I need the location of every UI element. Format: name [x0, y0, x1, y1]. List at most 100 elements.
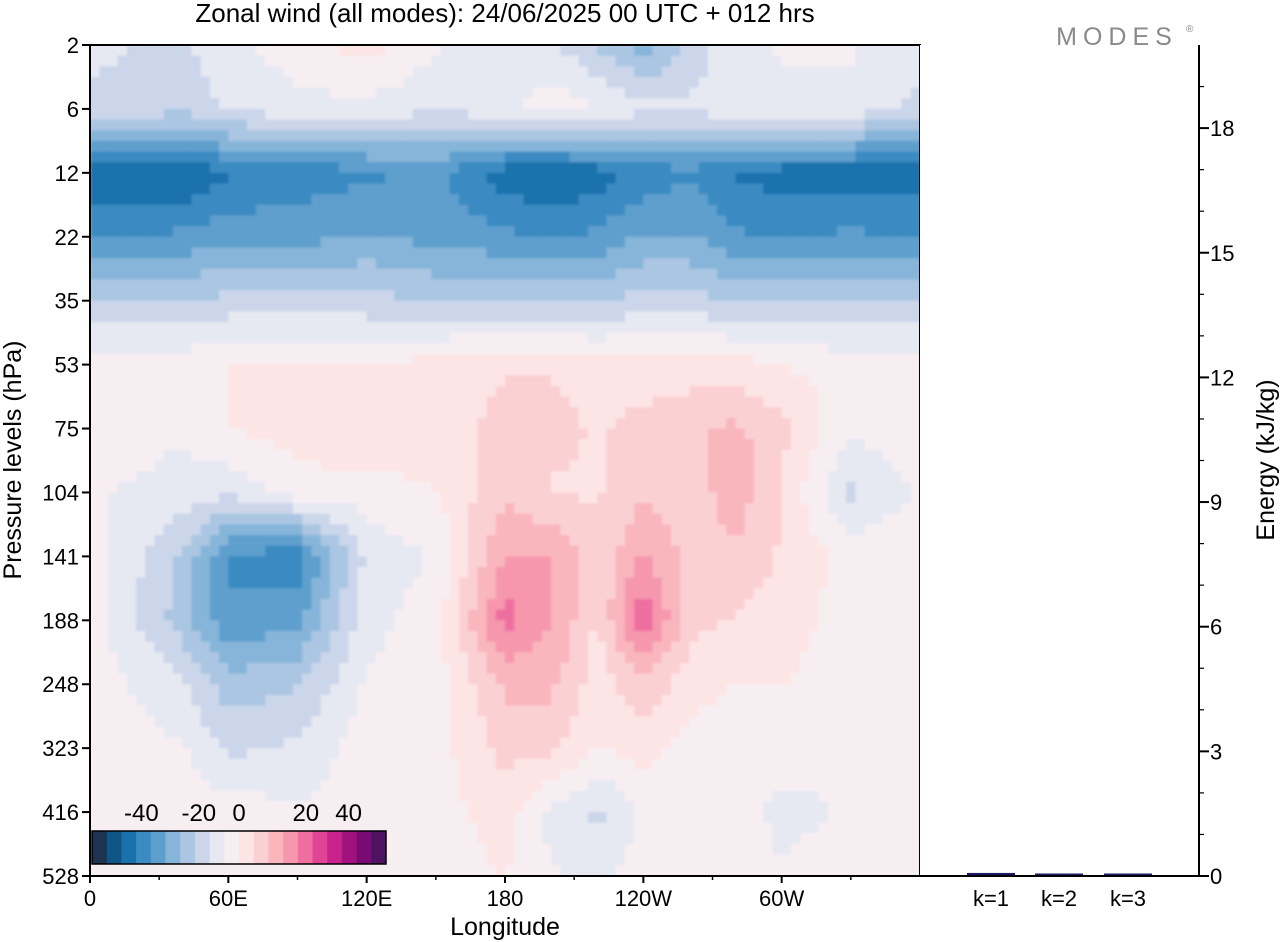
heatmap-cell — [173, 449, 184, 462]
heatmap-cell — [910, 258, 920, 270]
heatmap-cell — [837, 290, 848, 302]
heatmap-cell — [781, 449, 792, 462]
heatmap-cell — [726, 226, 737, 238]
heatmap-cell — [827, 55, 838, 68]
heatmap-cell — [652, 322, 663, 334]
heatmap-cell — [754, 460, 765, 472]
heatmap-cell — [809, 375, 820, 387]
heatmap-cell — [781, 268, 792, 281]
heatmap-cell — [126, 364, 137, 377]
heatmap-cell — [707, 588, 718, 600]
heatmap-cell — [154, 76, 165, 89]
heatmap-cell — [883, 449, 894, 462]
heatmap-cell — [283, 87, 294, 100]
heatmap-cell — [468, 407, 479, 419]
heatmap-cell — [394, 556, 405, 568]
heatmap-cell — [754, 55, 765, 68]
heatmap-cell — [661, 364, 672, 377]
heatmap-cell — [283, 353, 294, 366]
heatmap-cell — [90, 322, 101, 334]
heatmap-cell — [707, 311, 718, 323]
heatmap-cell — [772, 439, 783, 451]
heatmap-cell — [246, 588, 257, 600]
heatmap-cell — [744, 66, 755, 78]
heatmap-cell — [569, 66, 580, 78]
heatmap-cell — [274, 311, 285, 323]
heatmap-cell — [818, 279, 829, 291]
heatmap-cell — [551, 162, 562, 174]
heatmap-cell — [200, 503, 211, 515]
heatmap-cell — [680, 535, 691, 547]
heatmap-cell — [99, 588, 110, 600]
heatmap-cell — [772, 215, 783, 227]
heatmap-cell — [689, 66, 700, 78]
heatmap-cell — [772, 513, 783, 526]
heatmap-cell — [357, 119, 368, 132]
heatmap-cell — [698, 353, 709, 366]
heatmap-cell — [680, 215, 691, 227]
heatmap-cell — [366, 524, 377, 536]
heatmap-cell — [182, 343, 193, 355]
heatmap-cell — [468, 258, 479, 270]
heatmap-cell — [366, 535, 377, 547]
heatmap-cell — [385, 332, 396, 345]
heatmap-cell — [634, 300, 645, 313]
heatmap-cell — [246, 258, 257, 270]
heatmap-cell — [403, 588, 414, 600]
heatmap-cell — [809, 513, 820, 526]
heatmap-cell — [246, 599, 257, 611]
heatmap-cell — [431, 236, 442, 249]
heatmap-cell — [652, 620, 663, 632]
heatmap-cell — [375, 162, 386, 174]
heatmap-cell — [671, 417, 682, 430]
heatmap-cell — [744, 556, 755, 568]
heatmap-cell — [302, 439, 313, 451]
heatmap-cell — [265, 204, 276, 217]
heatmap-cell — [615, 620, 626, 632]
heatmap-cell — [901, 620, 912, 632]
heatmap-cell — [182, 151, 193, 163]
heatmap-cell — [643, 151, 654, 163]
heatmap-cell — [624, 332, 635, 345]
heatmap-cell — [163, 630, 174, 643]
heatmap-cell — [523, 481, 534, 494]
heatmap-cell — [809, 364, 820, 377]
heatmap-cell — [486, 630, 497, 643]
heatmap-cell — [486, 162, 497, 174]
heatmap-cell — [606, 258, 617, 270]
heatmap-cell — [145, 226, 156, 238]
heatmap-cell — [292, 492, 303, 504]
heatmap-cell — [348, 45, 359, 57]
heatmap-cell — [191, 247, 202, 259]
heatmap-cell — [256, 130, 267, 142]
heatmap-cell — [265, 375, 276, 387]
heatmap-cell — [256, 76, 267, 89]
heatmap-cell — [846, 194, 857, 206]
heatmap-cell — [689, 364, 700, 377]
heatmap-cell — [366, 407, 377, 419]
heatmap-cell — [735, 481, 746, 494]
heatmap-cell — [385, 385, 396, 398]
heatmap-cell — [246, 567, 257, 579]
heatmap-cell — [901, 311, 912, 323]
heatmap-cell — [744, 449, 755, 462]
heatmap-cell — [449, 236, 460, 249]
heatmap-cell — [661, 194, 672, 206]
heatmap-cell — [800, 577, 811, 590]
heatmap-cell — [578, 76, 589, 89]
heatmap-cell — [468, 524, 479, 536]
heatmap-cell — [440, 449, 451, 462]
heatmap-cell — [209, 87, 220, 100]
heatmap-cell — [864, 439, 875, 451]
heatmap-cell — [578, 503, 589, 515]
heatmap-cell — [99, 87, 110, 100]
heatmap-cell — [717, 471, 728, 483]
heatmap-cell — [403, 194, 414, 206]
heatmap-cell — [348, 471, 359, 483]
heatmap-cell — [827, 236, 838, 249]
heatmap-cell — [781, 204, 792, 217]
heatmap-cell — [440, 140, 451, 153]
heatmap-cell — [200, 407, 211, 419]
heatmap-cell — [449, 162, 460, 174]
heatmap-cell — [99, 279, 110, 291]
